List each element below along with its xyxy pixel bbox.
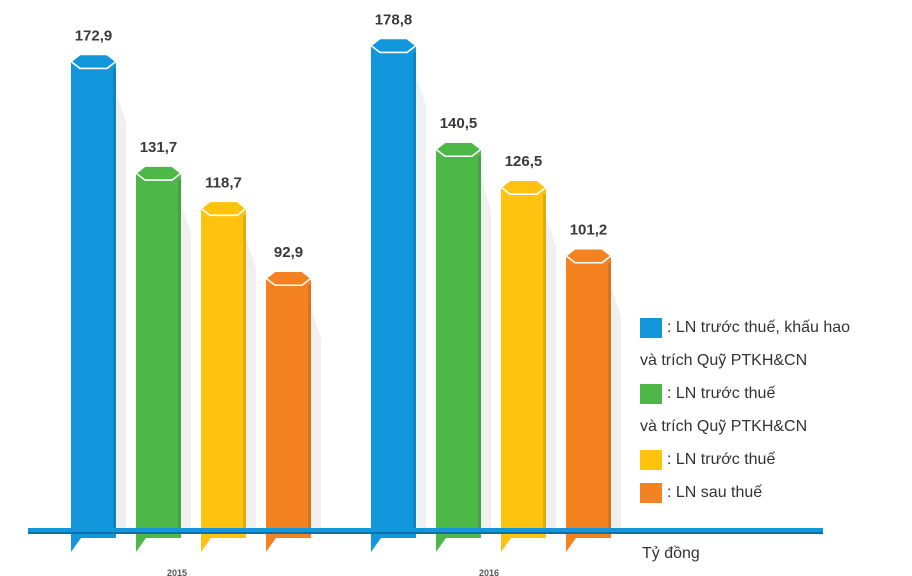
legend-item-0-cont: và trích Quỹ PTKH&CN [640,349,912,372]
category-label-0: 2015 [167,568,187,576]
bar-edge-3-0 [308,285,311,530]
bar-edge-2-1 [543,194,546,530]
legend-label-0-cont: và trích Quỹ PTKH&CN [640,351,808,369]
bar-3-1 [566,255,611,553]
bar-0-0 [71,61,116,552]
bar-shadow-0-0 [116,91,126,530]
bar-shadow-3-0 [311,308,321,530]
legend-item-2: : LN trước thuế [640,448,912,471]
bar-cap-3-0 [264,270,313,287]
bar-shadow-3-1 [611,285,621,530]
bar-shadow-2-1 [546,217,556,530]
bar-edge-1-1 [478,156,481,530]
legend-item-3: : LN sau thuế [640,481,912,504]
legend-label-0: : LN trước thuế, khấu hao [667,318,851,336]
data-label-1-0: 131,7 [140,139,178,156]
legend-swatch-3 [640,482,662,503]
data-label-3-1: 101,2 [570,222,608,239]
bar-3-0 [266,278,311,552]
legend-swatch-1 [640,383,662,404]
legend-swatch-2 [640,449,662,470]
data-label-0-0: 172,9 [75,27,113,44]
data-label-3-0: 92,9 [274,244,303,261]
unit-label: Tỷ đồng [642,545,700,562]
bar-cap-1-1 [434,141,483,158]
data-label-2-1: 126,5 [505,153,543,170]
data-label-1-1: 140,5 [440,115,478,132]
bar-cap-2-1 [499,179,548,195]
bar-cap-2-0 [199,200,248,217]
bar-edge-2-0 [243,215,246,530]
data-label-0-1: 178,8 [375,11,413,28]
bar-edge-3-1 [608,262,611,530]
bar-cap-1-0 [134,165,183,181]
legend-label-3: : LN sau thuế [667,483,763,501]
legend-item-1-cont: và trích Quỹ PTKH&CN [640,415,912,438]
data-label-2-0: 118,7 [205,174,242,191]
legend-swatch-0 [640,317,662,338]
bar-shadow-2-0 [246,238,256,530]
bar-2-0 [201,208,246,552]
category-label-1: 2016 [479,568,499,576]
bar-edge-0-1 [413,52,416,531]
x-axis-baseline [28,528,823,534]
bar-0-1 [371,45,416,553]
bar-cap-0-0 [69,53,118,70]
bar-1-0 [136,173,181,552]
category-labels-group: 2015 2016 [167,568,499,576]
legend-item-0: : LN trước thuế, khấu hao [640,316,912,339]
legend: : LN trước thuế, khấu hao và trích Quỹ P… [640,316,912,514]
bar-edge-0-0 [113,68,116,530]
labels-group: 172,9 131,7 118,7 92,9 178,8 140,5 126,5 101,2 [75,11,608,261]
bar-1-1 [436,149,481,552]
bar-shadow-1-1 [481,179,491,530]
legend-label-1: : LN trước thuế [667,384,776,402]
bar-shadow-1-0 [181,203,191,530]
bar-cap-0-1 [369,37,418,54]
x-axis-baseline-shade [28,532,823,534]
bars-group [69,37,621,553]
bar-2-1 [501,187,546,552]
legend-item-1: : LN trước thuế [640,382,912,405]
bar-edge-1-0 [178,180,181,530]
legend-label-2: : LN trước thuế [667,450,776,468]
bar-shadow-0-1 [416,75,426,531]
bar-cap-3-1 [564,247,613,264]
legend-label-1-cont: và trích Quỹ PTKH&CN [640,417,808,435]
